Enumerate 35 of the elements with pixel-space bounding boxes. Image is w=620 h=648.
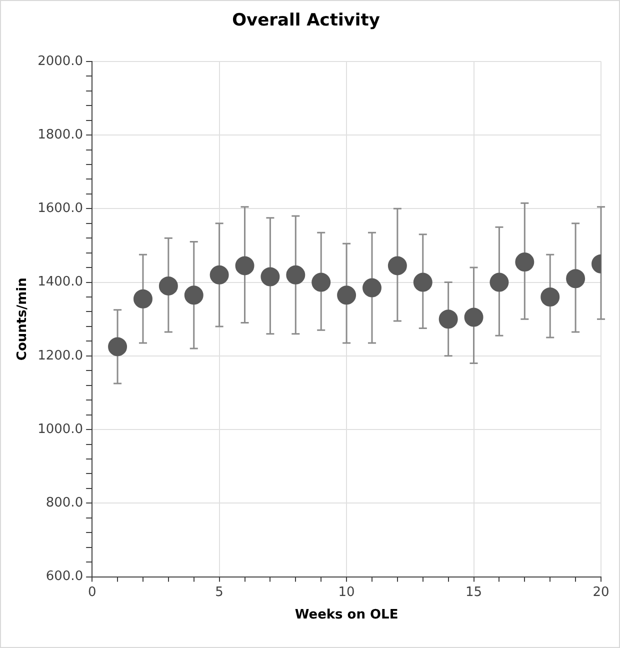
point bbox=[490, 272, 509, 292]
point bbox=[438, 310, 458, 329]
y-tick-label: 600.0 bbox=[46, 569, 84, 584]
y-tick-label: 1400.0 bbox=[38, 274, 84, 290]
point bbox=[388, 256, 407, 276]
x-tick-label: 0 bbox=[88, 584, 96, 600]
y-tick-label: 1200.0 bbox=[38, 348, 84, 364]
y-tick-label: 1600.0 bbox=[38, 201, 84, 216]
y-axis-title: Counts/min bbox=[15, 278, 30, 361]
y-tick-label: 1800.0 bbox=[38, 127, 84, 142]
point bbox=[184, 286, 204, 305]
y-tick-label: 1000.0 bbox=[38, 422, 84, 437]
point bbox=[108, 337, 128, 356]
y-tick-label: 800.0 bbox=[46, 496, 84, 511]
point bbox=[260, 267, 280, 286]
x-tick-label: 20 bbox=[592, 584, 610, 600]
point bbox=[158, 276, 178, 296]
x-tick-label: 10 bbox=[338, 584, 355, 600]
point bbox=[413, 272, 432, 292]
point bbox=[337, 286, 356, 305]
y-tick-label: 2000.0 bbox=[38, 54, 84, 69]
point bbox=[312, 272, 331, 292]
point bbox=[235, 256, 254, 276]
point bbox=[566, 269, 586, 288]
point bbox=[362, 278, 382, 298]
chart-title: Overall Activity bbox=[232, 10, 380, 31]
point bbox=[540, 288, 560, 307]
point bbox=[133, 289, 152, 308]
x-axis-title: Weeks on OLE bbox=[294, 608, 398, 623]
point bbox=[210, 265, 229, 284]
point bbox=[515, 252, 534, 272]
point bbox=[464, 308, 484, 327]
point bbox=[286, 265, 306, 284]
x-tick-label: 15 bbox=[466, 584, 482, 600]
x-tick-label: 5 bbox=[215, 584, 224, 600]
